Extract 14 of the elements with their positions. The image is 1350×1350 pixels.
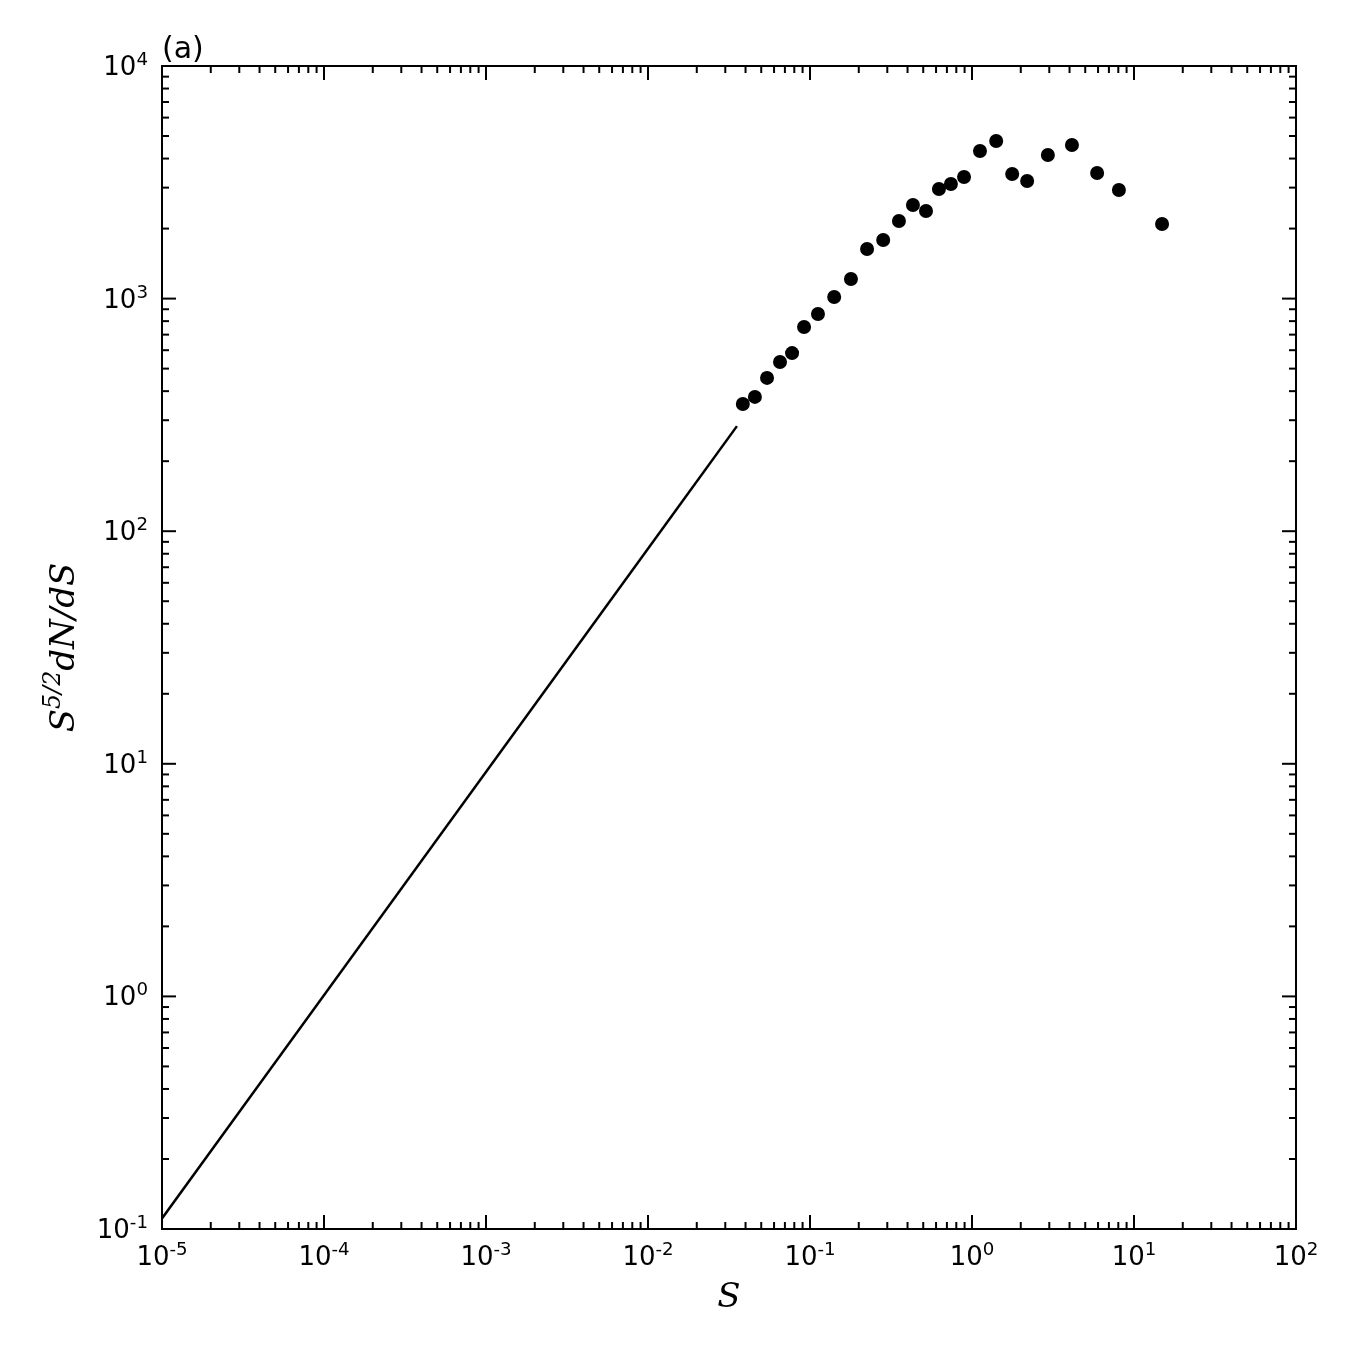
x-tick-label: 10$^{-1}$ [784,1237,836,1271]
x-tick-label: 10$^{1}$ [1111,1237,1157,1271]
y-tick-label: 10$^{1}$ [103,745,148,779]
y-tick-label: 10$^{3}$ [103,280,148,314]
x-tick-label: 10$^{-2}$ [622,1237,674,1271]
x-tick-label: 10$^{0}$ [949,1237,995,1271]
x-tick-label: 10$^{2}$ [1273,1237,1319,1271]
y-tick-label: 10$^{4}$ [103,47,148,81]
text: (a) [162,30,204,65]
y-tick-label: 10$^{0}$ [103,977,148,1012]
x-axis-title: S [717,1275,741,1315]
x-tick-label: 10$^{-4}$ [298,1237,350,1271]
y-tick-label: 10$^{2}$ [103,512,148,547]
x-tick-label: 10$^{-3}$ [460,1237,512,1271]
